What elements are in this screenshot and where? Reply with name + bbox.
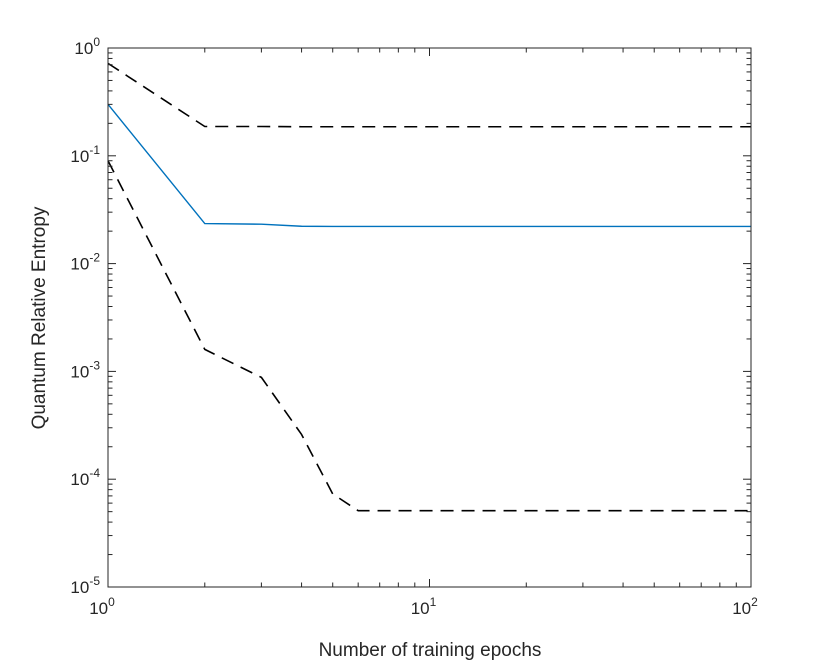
- plot-area: [107, 62, 751, 512]
- y-tick-exponent: -3: [89, 358, 100, 372]
- y-tick-label-1: 10-4: [70, 466, 100, 489]
- y-tick-base: 10: [70, 147, 89, 166]
- y-tick-exponent: -5: [89, 574, 100, 588]
- y-axis-label: Quantum Relative Entropy: [29, 206, 50, 429]
- y-tick-label-0: 10-5: [70, 574, 100, 597]
- y-tick-base: 10: [74, 39, 93, 58]
- y-tick-exponent: -2: [89, 251, 100, 265]
- y-tick-base: 10: [70, 362, 89, 381]
- y-tick-label-4: 10-1: [70, 143, 100, 166]
- y-tick-label-5: 100: [74, 35, 100, 58]
- series-line-1: [107, 103, 751, 228]
- series-line-2: [107, 160, 751, 512]
- y-tick-label-3: 10-2: [70, 251, 100, 274]
- y-tick-exponent: 0: [93, 35, 100, 49]
- x-axis-label: Number of training epochs: [319, 640, 542, 661]
- y-tick-exponent: -4: [89, 466, 100, 480]
- x-tick-exponent: 0: [108, 595, 115, 609]
- y-tick-base: 10: [70, 470, 89, 489]
- y-tick-label-2: 10-3: [70, 358, 100, 381]
- y-tick-base: 10: [70, 255, 89, 274]
- x-tick-exponent: 1: [430, 595, 437, 609]
- y-tick-exponent: -1: [89, 143, 100, 157]
- x-tick-exponent: 2: [751, 595, 758, 609]
- series-line-0: [107, 62, 751, 128]
- y-tick-base: 10: [70, 578, 89, 597]
